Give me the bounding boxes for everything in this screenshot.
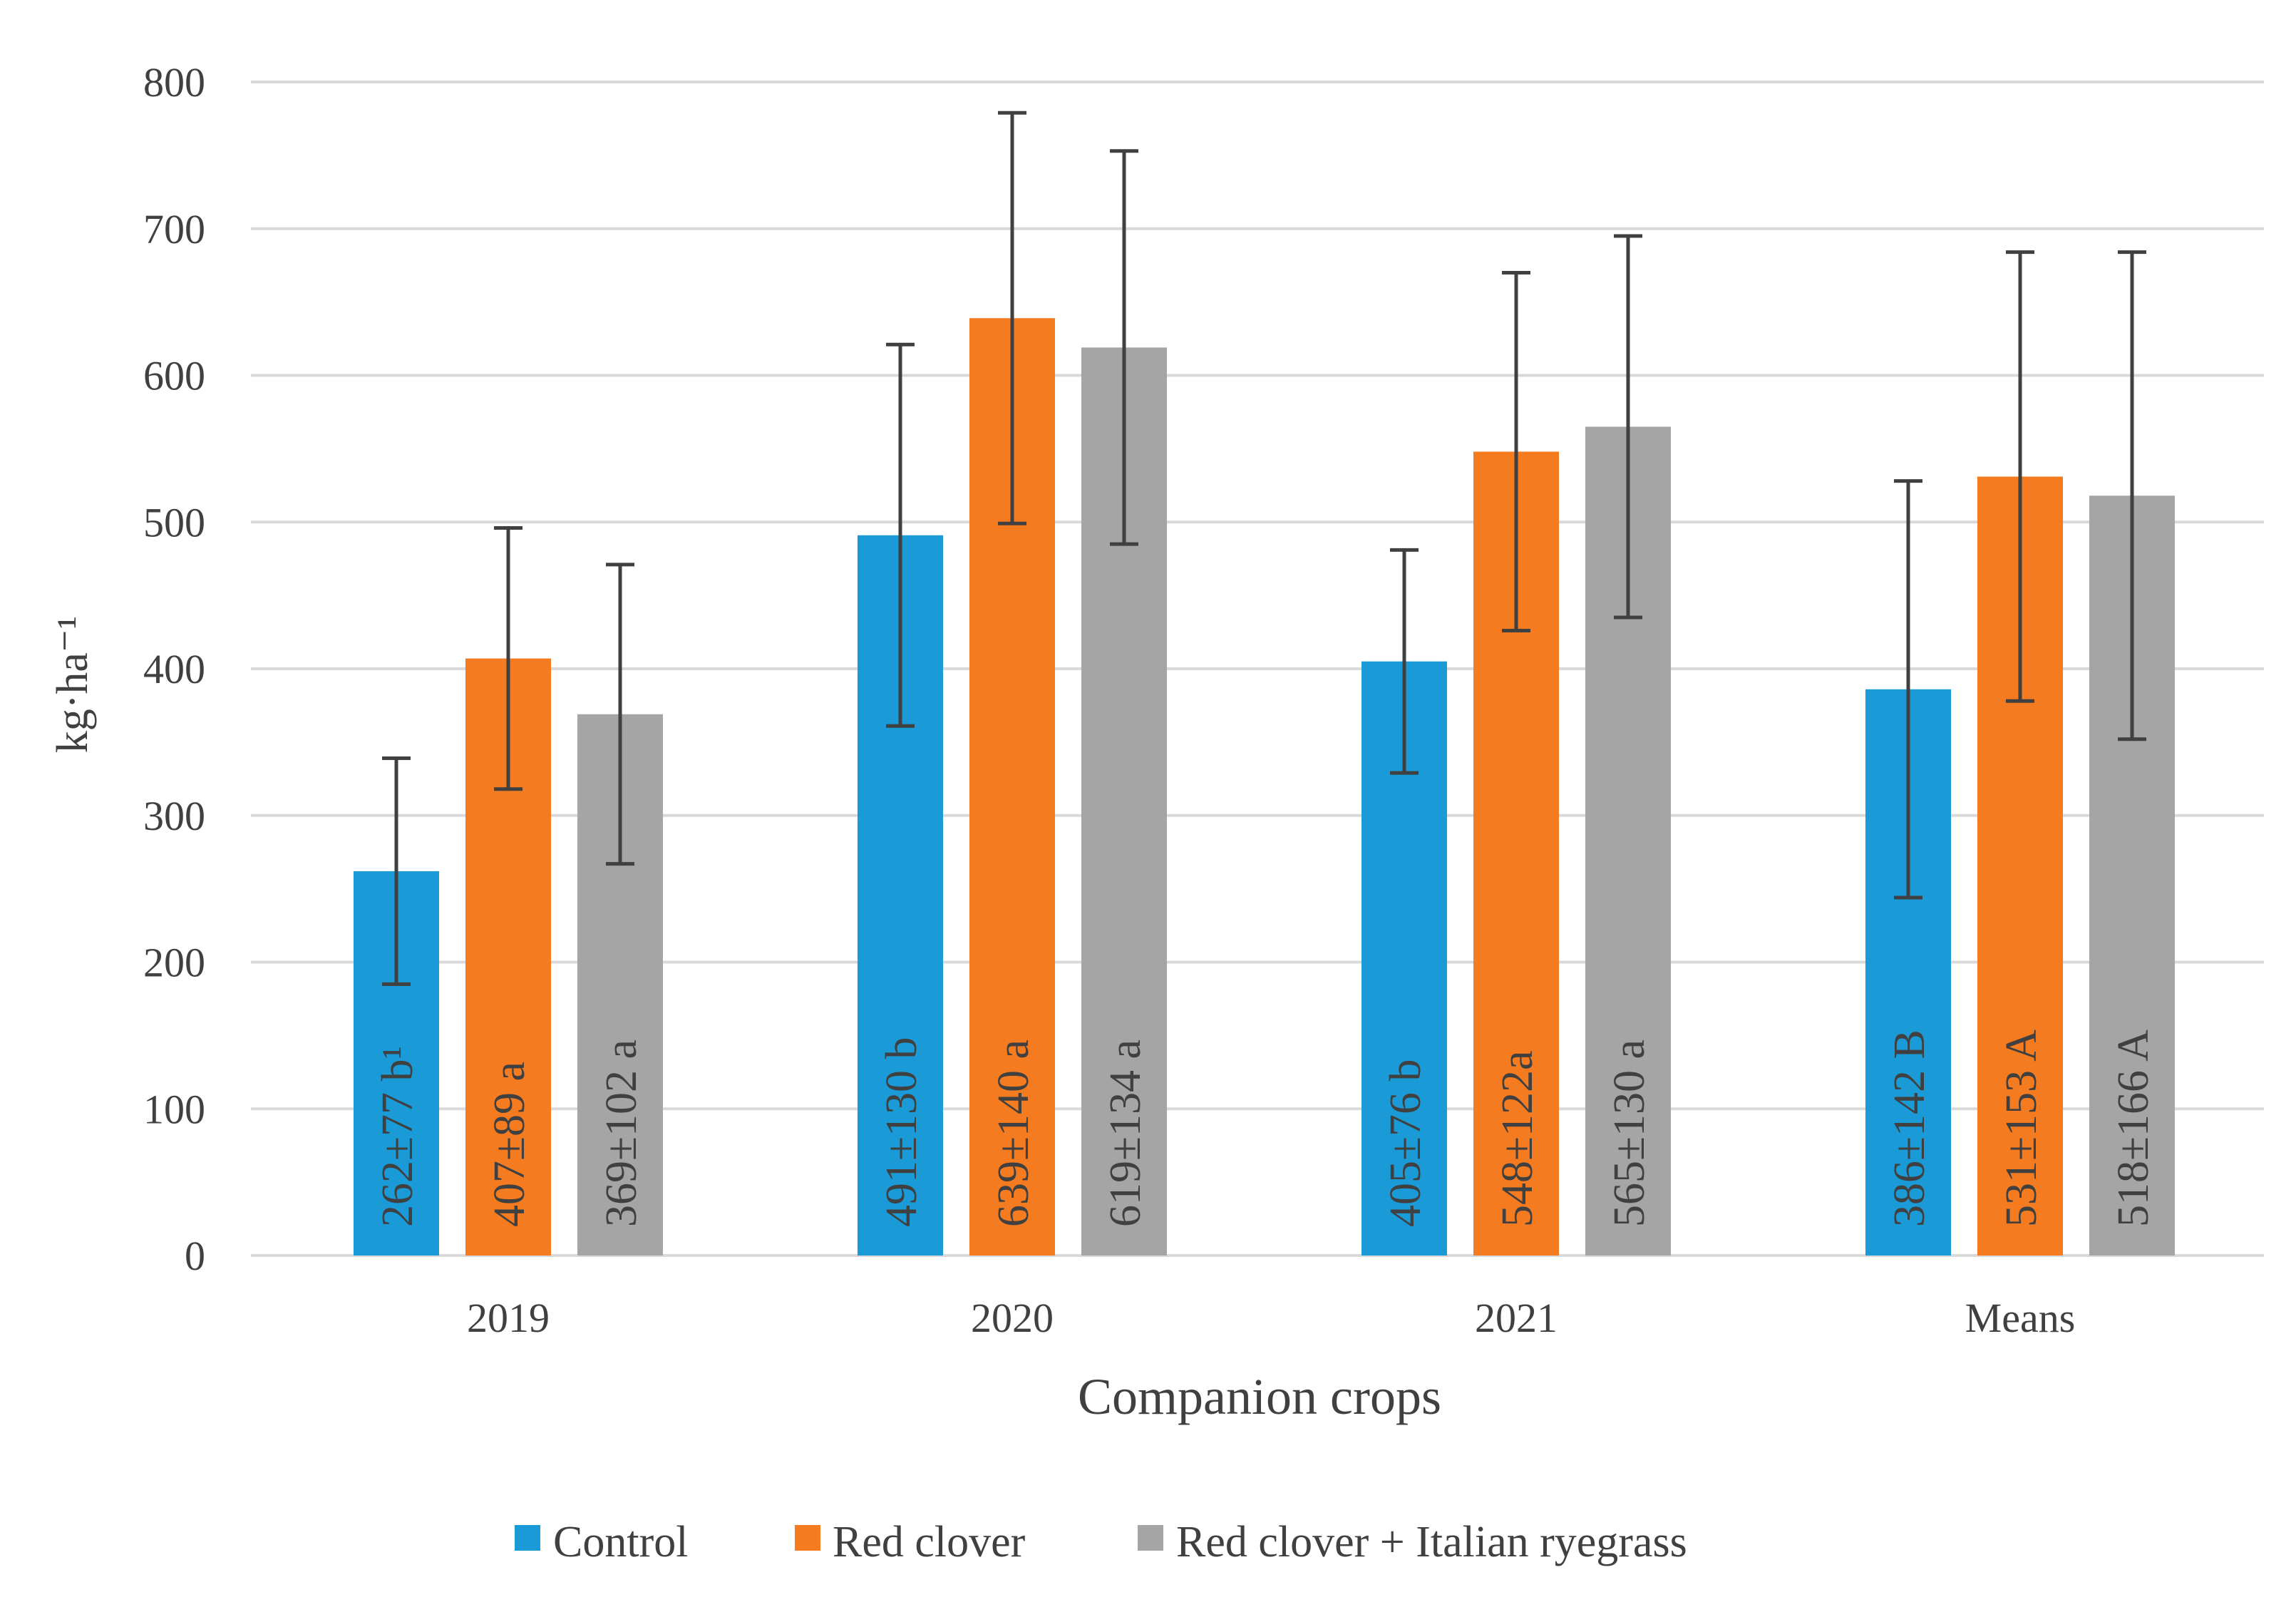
bar-value-label: 491±130 b bbox=[877, 1037, 926, 1227]
x-tick-label: 2020 bbox=[971, 1295, 1054, 1341]
x-tick-label: Means bbox=[1965, 1295, 2076, 1341]
legend-swatch bbox=[515, 1525, 540, 1551]
legend-label: Control bbox=[553, 1518, 688, 1566]
x-axis-title: Companion crops bbox=[1078, 1368, 1441, 1425]
legend: Control Red clover Red clover + Italian ry… bbox=[515, 1518, 1687, 1566]
bar-value-label: 407±89 a bbox=[485, 1062, 534, 1227]
bar-value-label: 548±122a bbox=[1493, 1050, 1542, 1227]
y-tick-label: 300 bbox=[143, 793, 205, 839]
bar-value-label: 531±153 A bbox=[1997, 1030, 2046, 1227]
bar-value-label: 386±142 B bbox=[1885, 1030, 1934, 1227]
legend-label: Red clover bbox=[833, 1518, 1026, 1566]
legend-label: Red clover + Italian ryegrass bbox=[1176, 1518, 1687, 1566]
y-tick-label: 700 bbox=[143, 206, 205, 252]
legend-swatch bbox=[795, 1525, 820, 1551]
x-tick-label: 2021 bbox=[1475, 1295, 1558, 1341]
x-tick-label: 2019 bbox=[467, 1295, 550, 1341]
y-tick-label: 200 bbox=[143, 940, 205, 986]
axis-ticks: 0 100 200 300 400 500 600 700 800 2019 2020 2021 Mea… bbox=[143, 59, 2075, 1341]
y-tick-label: 600 bbox=[143, 353, 205, 399]
bar-value-label: 565±130 a bbox=[1605, 1039, 1654, 1227]
y-tick-label: 100 bbox=[143, 1086, 205, 1132]
error-bars bbox=[382, 111, 2146, 986]
bar-labels: 262±77 b¹ 491±130 b 405±76 b 386±142 B 407±8… bbox=[374, 1030, 2158, 1227]
legend-swatch bbox=[1138, 1525, 1163, 1551]
bar-value-label: 518±166 A bbox=[2109, 1030, 2158, 1227]
gridlines bbox=[251, 81, 2264, 1257]
y-axis-title: kg·ha⁻¹ bbox=[48, 616, 97, 753]
bar-value-label: 262±77 b¹ bbox=[374, 1046, 422, 1227]
bar-value-label: 405±76 b bbox=[1381, 1059, 1430, 1227]
bar-value-label: 619±134 a bbox=[1101, 1039, 1150, 1227]
y-tick-label: 500 bbox=[143, 499, 205, 545]
y-tick-label: 400 bbox=[143, 646, 205, 692]
y-tick-label: 0 bbox=[185, 1233, 205, 1279]
bar-value-label: 369±102 a bbox=[597, 1039, 646, 1227]
y-tick-label: 800 bbox=[143, 59, 205, 106]
bar-value-label: 639±140 a bbox=[989, 1039, 1038, 1227]
